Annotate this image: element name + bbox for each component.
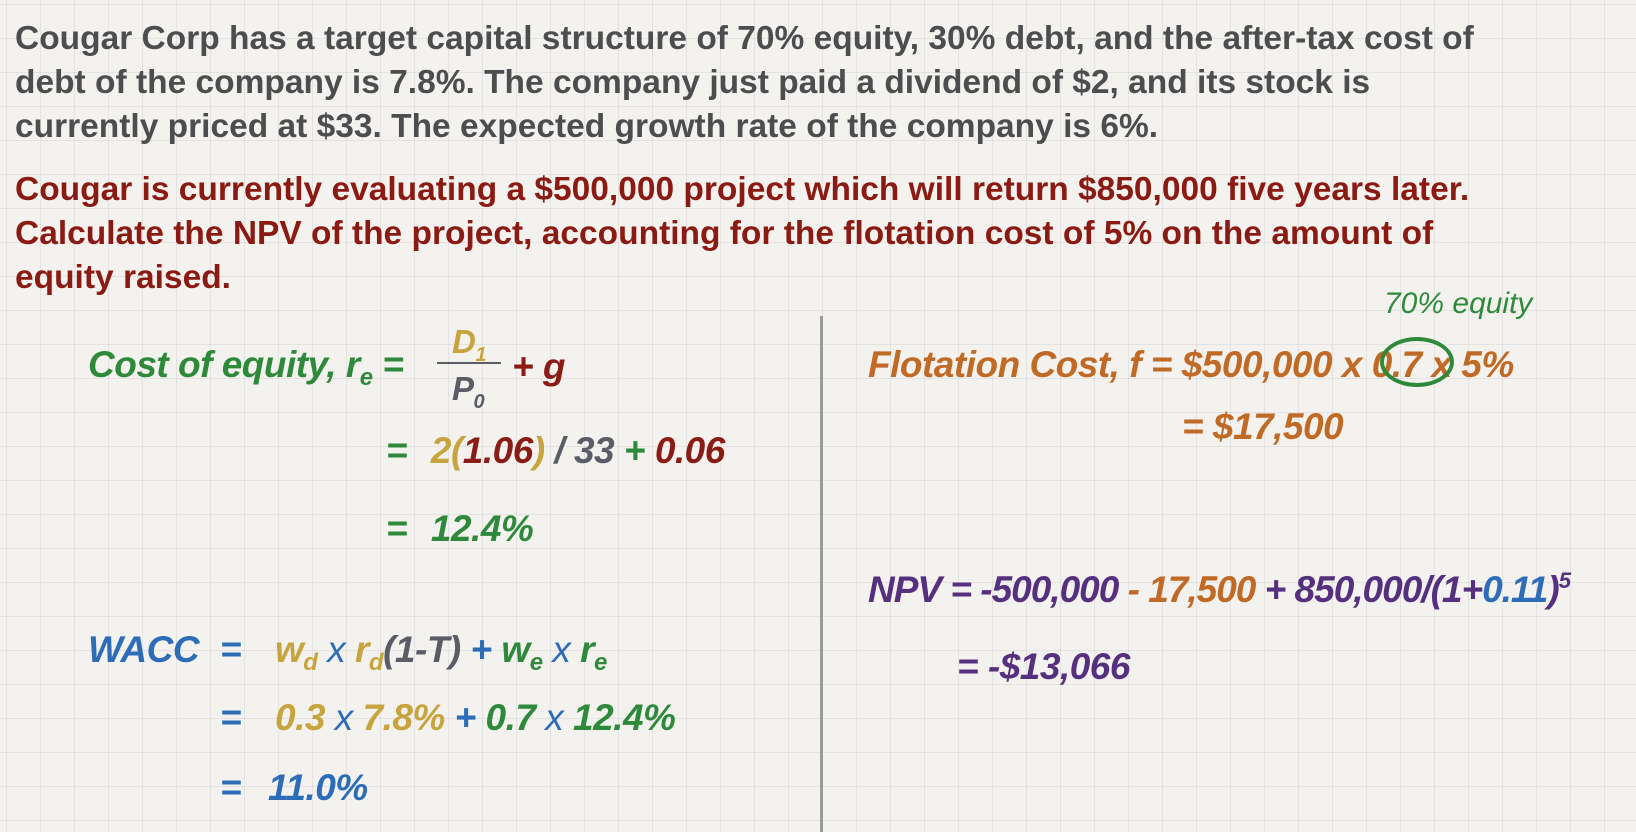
npv-flotation: - 17,500	[1118, 569, 1257, 610]
result-equals: =	[386, 508, 408, 549]
npv-formula: NPV = -500,000 - 17,500 + 850,000/(1+0.1…	[868, 559, 1571, 612]
denominator-symbol: P	[452, 370, 474, 407]
wacc-step-equals: =	[220, 697, 242, 738]
formula-numerator: D1	[452, 320, 486, 377]
cost-of-equity-subscript: e	[359, 364, 373, 391]
wacc-equity-rate-symbol: r	[580, 629, 595, 670]
fraction-bar	[437, 362, 501, 364]
wacc-weight-symbol: w	[275, 629, 304, 670]
wacc-step-plus: +	[444, 697, 486, 738]
wacc-step-times: x	[324, 697, 363, 738]
npv-rate: 0.11	[1482, 569, 1548, 610]
wacc-result-equals: =	[220, 767, 242, 808]
formula-denominator: P0	[452, 367, 485, 424]
plus-growth: + g	[512, 346, 566, 387]
cost-of-equity-label: Cost of equity, re =	[88, 343, 404, 400]
circle-annotation	[1380, 337, 1454, 387]
cost-of-equity-equals: =	[382, 344, 404, 385]
npv-result: = -$13,066	[957, 646, 1130, 687]
wacc-formula: wd x rd(1-T) + we x re	[275, 628, 607, 685]
numerator-symbol: D	[452, 323, 476, 360]
cost-of-equity-step: = 2(1.06) / 33 + 0.06	[386, 429, 725, 473]
step-price: 33	[573, 430, 615, 471]
npv-exponent: 5	[1558, 568, 1571, 593]
wacc-step-wd: 0.3	[275, 697, 325, 738]
wacc-step-times-2: x	[535, 697, 574, 738]
wacc-step-rd: 7.8%	[362, 697, 446, 738]
problem-line-1: Cougar Corp has a target capital structu…	[15, 20, 1474, 57]
step-plus: +	[614, 430, 655, 471]
task-line-2: Calculate the NPV of the project, accoun…	[15, 215, 1434, 252]
cost-of-equity-result: = 12.4%	[386, 507, 534, 551]
problem-line-2: debt of the company is 7.8%. The company…	[15, 64, 1371, 101]
task-line-1: Cougar is currently evaluating a $500,00…	[15, 171, 1470, 208]
step-dividend: 2	[430, 430, 452, 471]
wacc-times-2: x	[542, 629, 581, 670]
cost-of-equity-text: Cost of equity, r	[88, 344, 360, 385]
step-divide: /	[544, 430, 574, 471]
wacc-plus: +	[460, 629, 502, 670]
wacc-step-we: 0.7	[485, 697, 536, 738]
step-equals: =	[386, 430, 408, 471]
wacc-tax-term: (1-T)	[383, 629, 461, 670]
column-divider	[820, 316, 823, 832]
npv-close-paren: )	[1547, 569, 1559, 610]
step-close-paren: )	[532, 430, 545, 471]
step-growth-factor: 1.06	[462, 430, 534, 471]
wacc-equity-weight-symbol: w	[501, 629, 530, 670]
flotation-label: Flotation Cost, f = $500,000 x	[868, 344, 1362, 385]
wacc-equity-rate-subscript: e	[594, 649, 607, 676]
equity-annotation: 70% equity	[1384, 287, 1533, 320]
numerator-subscript: 1	[475, 344, 486, 366]
wacc-times: x	[317, 629, 356, 670]
step-growth: 0.06	[654, 430, 726, 471]
wacc-rate-debt-subscript: d	[368, 649, 384, 676]
problem-task: Cougar is currently evaluating a $500,00…	[15, 168, 1627, 300]
step-open-paren: (	[450, 430, 463, 471]
wacc-equity-subscript: e	[529, 649, 543, 676]
wacc-step-re: 12.4%	[573, 697, 676, 738]
problem-line-3: currently priced at $33. The expected gr…	[15, 108, 1159, 145]
problem-statement: Cougar Corp has a target capital structu…	[15, 17, 1627, 149]
wacc-debt-subscript: d	[303, 649, 318, 676]
wacc-equals: =	[220, 629, 242, 670]
cost-of-equity-value: 12.4%	[430, 508, 534, 549]
wacc-label: WACC	[88, 629, 200, 670]
task-line-3: equity raised.	[15, 259, 231, 296]
denominator-subscript: 0	[473, 391, 485, 413]
wacc-step: 0.3 x 7.8% + 0.7 x 12.4%	[275, 696, 676, 740]
npv-label: NPV = -500,000	[868, 569, 1119, 610]
wacc-result: 11.0%	[268, 767, 368, 808]
flotation-cost-result: = $17,500	[1182, 406, 1344, 447]
npv-present-value: + 850,000/(1+	[1255, 569, 1483, 610]
wacc-rate-symbol: r	[355, 629, 369, 670]
